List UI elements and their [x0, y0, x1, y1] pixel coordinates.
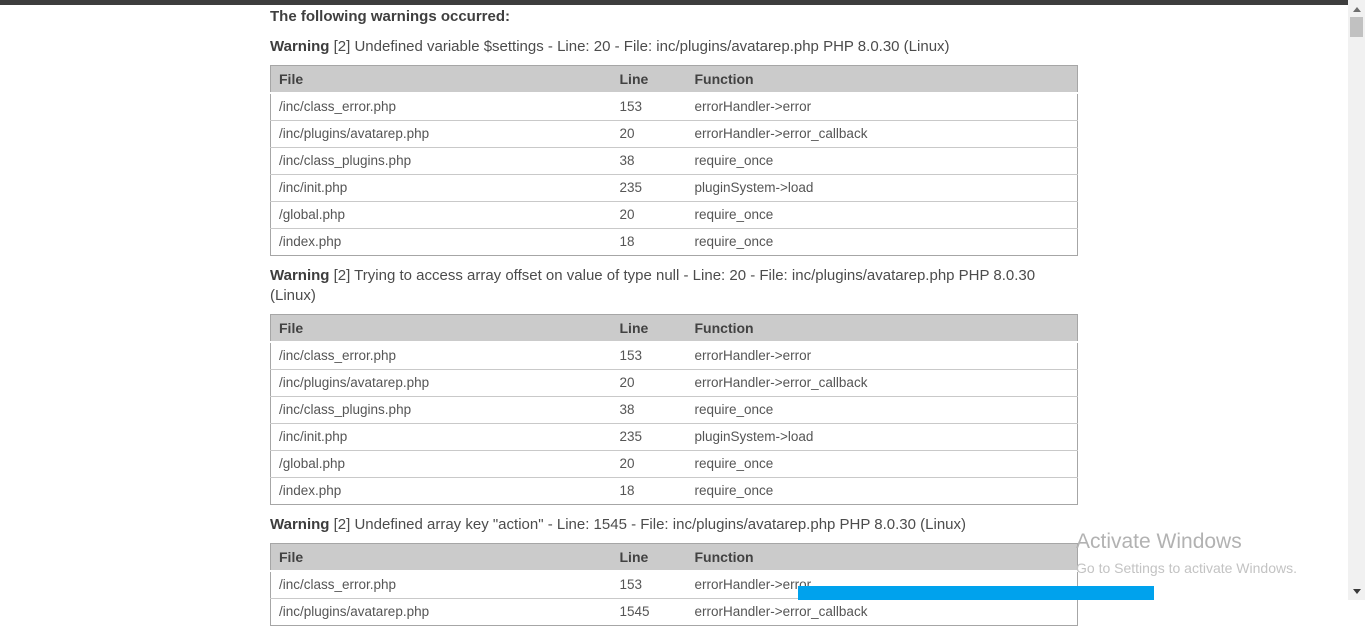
column-header-function: Function — [686, 65, 1078, 94]
cell-line: 18 — [611, 477, 687, 505]
cell-function: errorHandler->error — [686, 93, 1078, 121]
column-header-file: File — [270, 543, 612, 572]
table-row: /inc/init.php 235 pluginSystem->load — [270, 174, 1078, 202]
vertical-scrollbar[interactable] — [1348, 0, 1365, 600]
cell-line: 153 — [611, 342, 687, 370]
warning-message: Warning [2] Undefined variable $settings… — [270, 37, 1080, 57]
warning-message: Warning [2] Undefined array key "action"… — [270, 515, 1080, 535]
column-header-function: Function — [686, 543, 1078, 572]
cell-function: errorHandler->error_callback — [686, 369, 1078, 397]
chevron-down-icon — [1352, 588, 1361, 594]
column-header-function: Function — [686, 314, 1078, 343]
column-header-line: Line — [611, 65, 687, 94]
cell-function: errorHandler->error_callback — [686, 120, 1078, 148]
warning-text: [2] Undefined array key "action" - Line:… — [333, 516, 967, 533]
cell-line: 20 — [611, 369, 687, 397]
cell-file: /inc/init.php — [270, 174, 612, 202]
cell-file: /inc/plugins/avatarep.php — [270, 369, 612, 397]
cell-file: /inc/class_plugins.php — [270, 147, 612, 175]
watermark-title: Activate Windows — [1076, 530, 1242, 553]
table-row: /index.php 18 require_once — [270, 477, 1078, 505]
table-row: /inc/class_plugins.php 38 require_once — [270, 147, 1078, 175]
table-row: /inc/init.php 235 pluginSystem->load — [270, 423, 1078, 451]
activate-windows-watermark: Activate Windows Go to Settings to activ… — [1076, 529, 1297, 577]
cell-line: 38 — [611, 147, 687, 175]
warning-message: Warning [2] Trying to access array offse… — [270, 266, 1080, 306]
cell-file: /inc/class_error.php — [270, 93, 612, 121]
watermark-subtitle: Go to Settings to activate Windows. — [1076, 560, 1297, 576]
column-header-line: Line — [611, 543, 687, 572]
table-row: /inc/plugins/avatarep.php 20 errorHandle… — [270, 369, 1078, 397]
cell-line: 235 — [611, 174, 687, 202]
column-header-file: File — [270, 65, 612, 94]
warning-text: [2] Undefined variable $settings - Line:… — [333, 38, 950, 55]
cell-file: /inc/class_error.php — [270, 571, 612, 599]
cell-file: /global.php — [270, 450, 612, 478]
table-row: /global.php 20 require_once — [270, 450, 1078, 478]
scroll-up-button[interactable] — [1348, 2, 1365, 16]
table-header-row: File Line Function — [270, 65, 1078, 94]
cell-file: /global.php — [270, 201, 612, 229]
error-page-content: The following warnings occurred: Warning… — [270, 0, 1080, 626]
table-row: /inc/class_plugins.php 38 require_once — [270, 396, 1078, 424]
window-top-edge — [0, 0, 1348, 5]
warning-label: Warning — [270, 38, 330, 55]
cell-line: 153 — [611, 93, 687, 121]
backtrace-table: File Line Function /inc/class_error.php … — [270, 65, 1078, 256]
cell-function: errorHandler->error_callback — [686, 598, 1078, 626]
cell-function: require_once — [686, 450, 1078, 478]
table-header-row: File Line Function — [270, 314, 1078, 343]
cell-function: require_once — [686, 201, 1078, 229]
table-row: /global.php 20 require_once — [270, 201, 1078, 229]
horizontal-scrollbar-thumb[interactable] — [798, 586, 1154, 600]
cell-file: /inc/class_plugins.php — [270, 396, 612, 424]
cell-line: 153 — [611, 571, 687, 599]
page-title: The following warnings occurred: — [270, 8, 511, 25]
column-header-file: File — [270, 314, 612, 343]
cell-function: require_once — [686, 147, 1078, 175]
cell-line: 18 — [611, 228, 687, 256]
cell-function: errorHandler->error — [686, 342, 1078, 370]
chevron-up-icon — [1352, 6, 1361, 12]
backtrace-table: File Line Function /inc/class_error.php … — [270, 543, 1078, 626]
cell-file: /index.php — [270, 477, 612, 505]
cell-line: 235 — [611, 423, 687, 451]
cell-function: require_once — [686, 396, 1078, 424]
warning-label: Warning — [270, 516, 330, 533]
cell-file: /index.php — [270, 228, 612, 256]
vertical-scrollbar-thumb[interactable] — [1350, 17, 1363, 37]
cell-file: /inc/plugins/avatarep.php — [270, 120, 612, 148]
cell-line: 20 — [611, 201, 687, 229]
warning-text: [2] Trying to access array offset on val… — [270, 267, 1036, 304]
warning-label: Warning — [270, 267, 330, 284]
table-row: /index.php 18 require_once — [270, 228, 1078, 256]
cell-file: /inc/init.php — [270, 423, 612, 451]
column-header-line: Line — [611, 314, 687, 343]
cell-function: pluginSystem->load — [686, 174, 1078, 202]
backtrace-table: File Line Function /inc/class_error.php … — [270, 314, 1078, 505]
table-row: /inc/plugins/avatarep.php 20 errorHandle… — [270, 120, 1078, 148]
table-header-row: File Line Function — [270, 543, 1078, 572]
cell-line: 1545 — [611, 598, 687, 626]
table-row: /inc/class_error.php 153 errorHandler->e… — [270, 342, 1078, 370]
table-row: /inc/class_error.php 153 errorHandler->e… — [270, 93, 1078, 121]
cell-line: 38 — [611, 396, 687, 424]
cell-function: require_once — [686, 477, 1078, 505]
cell-line: 20 — [611, 120, 687, 148]
cell-line: 20 — [611, 450, 687, 478]
cell-function: pluginSystem->load — [686, 423, 1078, 451]
table-row: /inc/plugins/avatarep.php 1545 errorHand… — [270, 598, 1078, 626]
cell-file: /inc/class_error.php — [270, 342, 612, 370]
scroll-down-button[interactable] — [1348, 584, 1365, 598]
cell-function: require_once — [686, 228, 1078, 256]
cell-file: /inc/plugins/avatarep.php — [270, 598, 612, 626]
